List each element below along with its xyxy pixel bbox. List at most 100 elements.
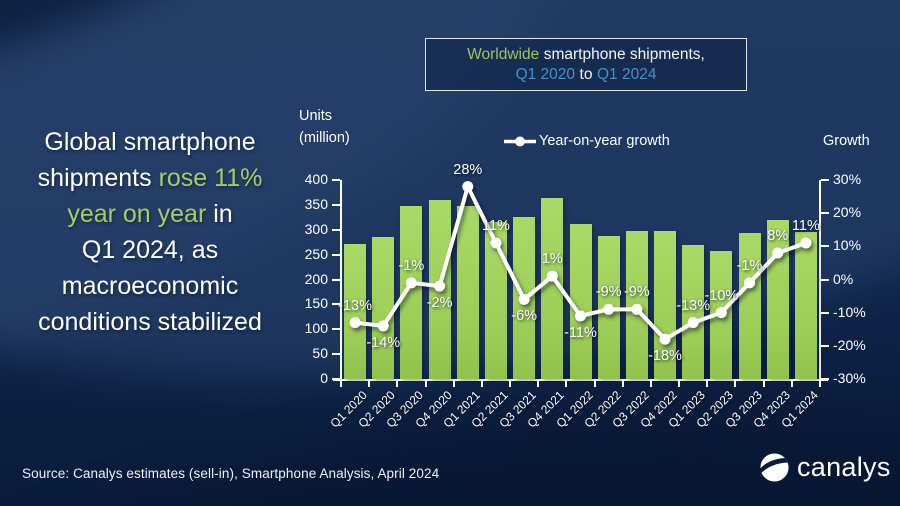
left-axis-tick-label: 350 bbox=[304, 195, 328, 212]
bar-q1-2023 bbox=[682, 244, 705, 379]
title-text: smartphone shipments, bbox=[543, 45, 705, 63]
left-axis-tick bbox=[332, 303, 340, 306]
bar-q1-2024 bbox=[794, 231, 817, 379]
growth-label-q2-2023: -10% bbox=[704, 287, 739, 304]
x-axis-tick bbox=[424, 381, 427, 387]
bar-q3-2020 bbox=[400, 205, 423, 379]
right-axis-tick bbox=[821, 344, 829, 347]
growth-label-q2-2022: -9% bbox=[595, 284, 622, 301]
headline: Global smartphone shipments rose 11% yea… bbox=[10, 124, 290, 340]
growth-label-q1-2022: -11% bbox=[564, 324, 597, 341]
data-point-q2-2021 bbox=[490, 237, 502, 249]
source-note: Source: Canalys estimates (sell-in), Sma… bbox=[22, 466, 440, 481]
x-axis-tick bbox=[819, 381, 821, 387]
left-axis-tick bbox=[332, 228, 340, 231]
left-axis-tick bbox=[332, 253, 340, 256]
data-point-q3-2021 bbox=[518, 293, 530, 305]
right-axis-tick bbox=[821, 212, 829, 215]
x-axis-tick bbox=[762, 381, 765, 387]
bar-q2-2021 bbox=[484, 221, 507, 379]
x-axis-tick bbox=[734, 381, 737, 387]
right-axis-tick-label: -30% bbox=[833, 370, 866, 386]
left-axis-tick bbox=[332, 203, 340, 206]
data-point-q1-2020 bbox=[349, 317, 361, 329]
right-axis-tick-label: -20% bbox=[833, 336, 866, 353]
growth-label-q1-2020: -13% bbox=[338, 297, 372, 314]
data-point-q4-2020 bbox=[434, 280, 446, 292]
data-point-q4-2022 bbox=[659, 333, 671, 345]
growth-label-q3-2022: -9% bbox=[623, 284, 650, 301]
data-point-q4-2023 bbox=[772, 247, 784, 259]
data-point-q3-2020 bbox=[405, 277, 417, 289]
legend-line-marker-icon bbox=[504, 136, 536, 146]
title-word-worldwide: Worldwide bbox=[467, 45, 540, 63]
left-axis-tick-label: 300 bbox=[304, 220, 328, 237]
right-axis-line bbox=[819, 180, 821, 379]
right-axis-tick bbox=[821, 378, 829, 380]
title-to: to bbox=[579, 65, 593, 83]
bar-q2-2020 bbox=[372, 237, 395, 379]
growth-label-q1-2024: 11% bbox=[791, 218, 820, 235]
chart-legend: Year-on-year growth bbox=[503, 133, 670, 149]
left-axis-tick-label: 400 bbox=[304, 171, 328, 187]
right-axis-tick bbox=[821, 311, 829, 314]
x-axis-tick bbox=[790, 381, 793, 387]
canalys-logo-text: canalys bbox=[797, 452, 891, 482]
x-axis-tick bbox=[649, 381, 652, 387]
growth-label-q1-2023: -13% bbox=[676, 297, 711, 314]
left-axis-tick bbox=[332, 328, 340, 331]
bar-q1-2021 bbox=[456, 206, 479, 379]
right-axis-title: Growth bbox=[823, 133, 870, 149]
left-axis-tick bbox=[332, 278, 340, 281]
left-axis-tick bbox=[332, 378, 340, 380]
left-axis-tick-label: 200 bbox=[304, 270, 328, 287]
data-point-q1-2022 bbox=[575, 310, 586, 322]
left-axis-tick bbox=[332, 179, 340, 181]
x-axis-tick bbox=[509, 381, 512, 387]
data-point-q2-2020 bbox=[377, 320, 389, 332]
x-axis-tick bbox=[621, 381, 624, 387]
canalys-logo-icon bbox=[760, 453, 789, 482]
bar-q1-2020 bbox=[344, 243, 367, 379]
right-axis-tick-label: 20% bbox=[833, 204, 862, 221]
right-axis-tick-label: 30% bbox=[833, 171, 862, 187]
growth-label-q1-2021: 28% bbox=[453, 161, 483, 178]
title-q1-2020: Q1 2020 bbox=[515, 65, 576, 83]
chart-plot: -13% -14% -1% -2% 28% 11% -6% 1% -11% -9% -9% -18% -… bbox=[332, 162, 829, 387]
right-axis-tick bbox=[821, 179, 829, 181]
growth-label-q3-2021: -6% bbox=[511, 308, 538, 325]
headline-pre: Global smartphone shipments bbox=[37, 128, 256, 192]
x-axis-tick bbox=[368, 381, 371, 387]
x-axis-tick bbox=[593, 381, 596, 387]
chart-title-line-1: Worldwide smartphone shipments, bbox=[467, 46, 705, 64]
right-axis-tick-label: 10% bbox=[833, 237, 862, 254]
growth-label-q4-2021: 1% bbox=[541, 251, 563, 268]
bar-q3-2023 bbox=[738, 232, 761, 379]
right-axis-tick bbox=[821, 245, 829, 248]
canalys-logo: canalys bbox=[760, 452, 891, 483]
legend-label: Year-on-year growth bbox=[539, 133, 670, 149]
data-point-q1-2023 bbox=[687, 317, 699, 329]
bar-q4-2022 bbox=[654, 231, 677, 379]
chart-title-line-2: Q1 2020 to Q1 2024 bbox=[516, 66, 657, 84]
left-axis-tick-label: 150 bbox=[304, 295, 328, 312]
left-axis-tick-label: 50 bbox=[312, 345, 328, 362]
data-point-q2-2022 bbox=[603, 303, 615, 315]
growth-label-q2-2020: -14% bbox=[366, 334, 401, 351]
growth-label-q4-2020: -2% bbox=[426, 295, 453, 312]
growth-label-q4-2022: -18% bbox=[648, 348, 682, 365]
data-point-q4-2021 bbox=[546, 270, 558, 282]
left-axis-line bbox=[340, 180, 342, 379]
left-axis-tick-label: 250 bbox=[304, 245, 328, 262]
data-point-q2-2023 bbox=[715, 307, 727, 319]
data-point-q3-2022 bbox=[631, 303, 643, 315]
x-axis-tick bbox=[537, 381, 540, 387]
x-axis-tick bbox=[706, 381, 709, 387]
x-axis-tick bbox=[678, 381, 681, 387]
x-axis-tick bbox=[480, 381, 483, 387]
data-point-q1-2021 bbox=[462, 181, 474, 193]
chart-title-box: Worldwide smartphone shipments, Q1 2020 to… bbox=[425, 38, 747, 91]
x-axis-tick bbox=[396, 381, 399, 387]
x-axis-tick bbox=[340, 381, 342, 387]
